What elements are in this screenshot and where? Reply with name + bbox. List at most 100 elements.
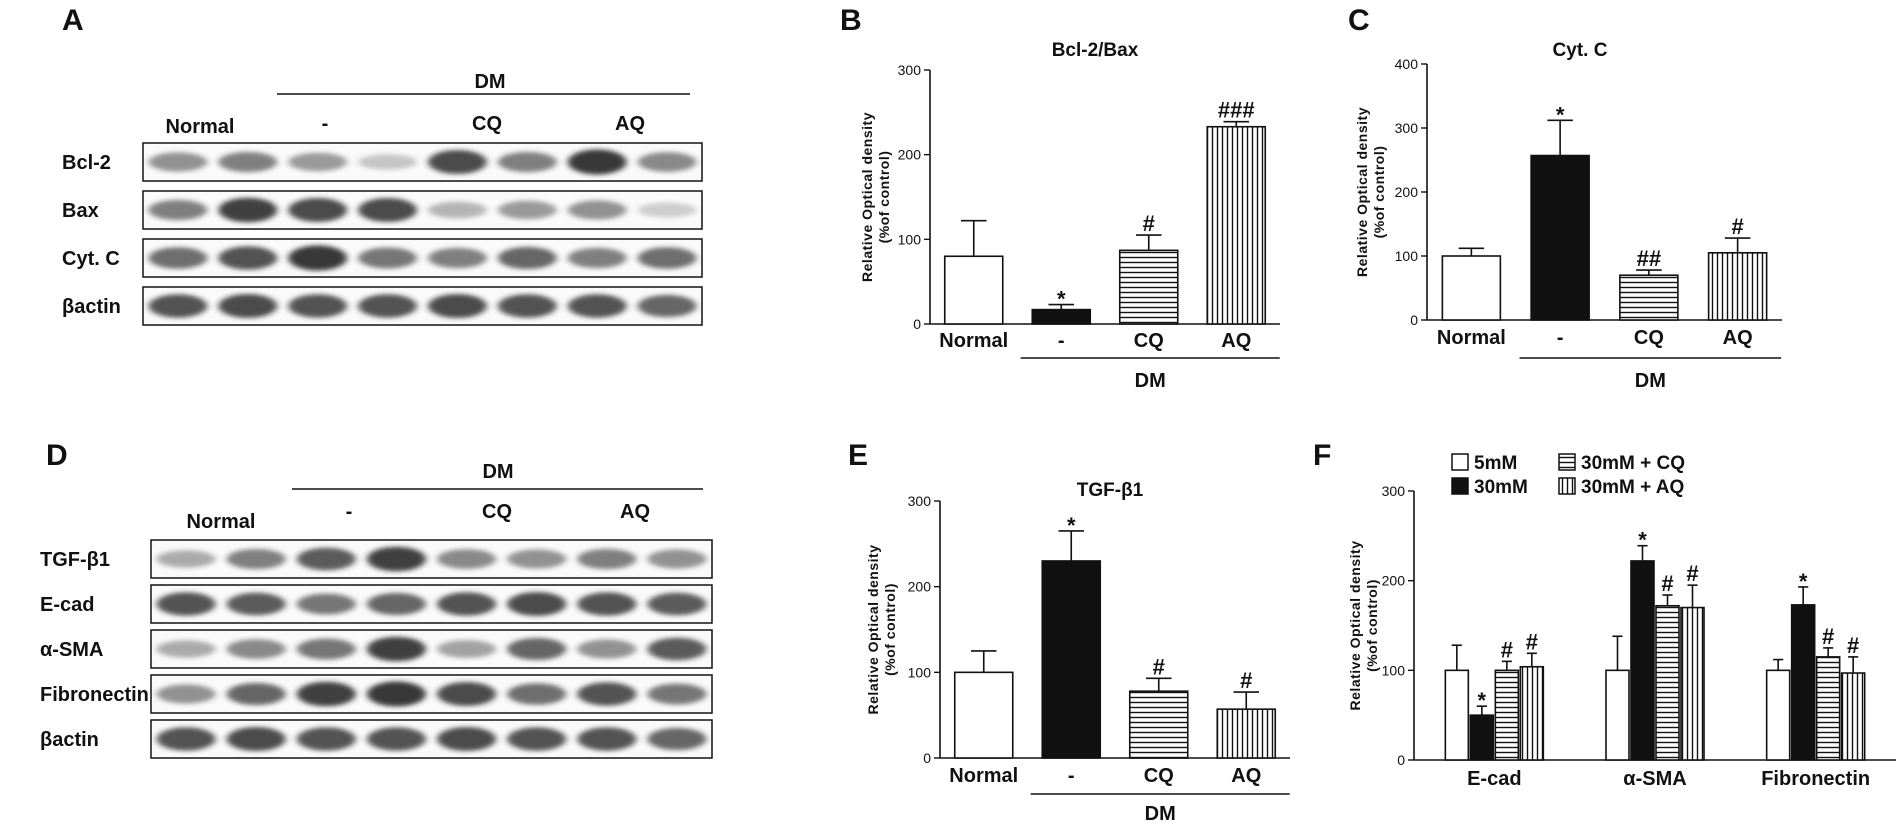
blot-band bbox=[296, 593, 356, 615]
blot-band bbox=[358, 197, 417, 223]
blot-band bbox=[226, 592, 286, 616]
chart-c-y-axis-label: Relative Optical density(%of control) bbox=[1354, 107, 1387, 277]
western-blot-d: DM Normal - CQ AQ TGF-β1 E-cad α-SMA Fibron… bbox=[40, 461, 713, 759]
blot-a-lane-label-aq: AQ bbox=[615, 113, 645, 135]
chart-b-y-tick-label: 300 bbox=[898, 62, 922, 78]
chart-f-y-axis-label: Relative Optical density(%of control) bbox=[1347, 541, 1380, 711]
chart-c-category-label: AQ bbox=[1723, 327, 1753, 349]
chart-b-y-axis-label: Relative Optical density(%of control) bbox=[859, 112, 892, 282]
blot-d-row-label: TGF-β1 bbox=[40, 549, 110, 571]
chart-f-y-tick-label: 100 bbox=[1382, 662, 1406, 678]
chart-e-bar-normal bbox=[953, 650, 1014, 759]
blot-band bbox=[366, 636, 426, 662]
bar bbox=[1041, 560, 1102, 759]
chart-c-y-tick-label: 200 bbox=[1395, 184, 1419, 200]
blot-band bbox=[156, 684, 216, 704]
legend-swatch bbox=[1451, 477, 1469, 495]
blot-band bbox=[567, 149, 627, 175]
blot-band bbox=[497, 294, 557, 318]
blot-band bbox=[288, 245, 348, 271]
significance-label: * bbox=[1799, 569, 1808, 594]
blot-d-row-label: E-cad bbox=[40, 594, 94, 616]
blot-band bbox=[647, 549, 707, 569]
blot-a-row-label: βactin bbox=[62, 296, 121, 318]
bar bbox=[1630, 560, 1655, 761]
blot-a-row-cyt-c: Cyt. C bbox=[62, 238, 703, 278]
chart-b-title: Bcl-2/Bax bbox=[1052, 40, 1139, 61]
legend-label: 30mM + CQ bbox=[1581, 453, 1685, 474]
blot-band bbox=[296, 547, 356, 571]
chart-c-y-tick-label: 300 bbox=[1395, 120, 1419, 136]
blot-band bbox=[366, 592, 426, 616]
blot-band bbox=[428, 149, 487, 175]
chart-f-y-tick-label: 300 bbox=[1382, 483, 1406, 499]
blot-band bbox=[437, 726, 497, 752]
legend-swatch bbox=[1558, 477, 1576, 495]
blot-band bbox=[156, 592, 216, 616]
chart-f-bar-e-cad-30mm-aq: # bbox=[1519, 629, 1545, 761]
chart-f-y-tick-label: 200 bbox=[1382, 573, 1406, 589]
chart-b-bar-aq: ### bbox=[1206, 98, 1267, 325]
blot-a-row-bcl-2: Bcl-2 bbox=[62, 142, 703, 182]
blot-band bbox=[428, 247, 487, 269]
chart-f-bar-e-cad-30mm: * bbox=[1469, 688, 1495, 761]
blot-band bbox=[148, 247, 208, 269]
significance-label: # bbox=[1847, 633, 1859, 658]
bar bbox=[1216, 708, 1277, 759]
chart-b-category-label: AQ bbox=[1221, 330, 1251, 352]
chart-f-category-label: Fibronectin bbox=[1761, 768, 1870, 790]
blot-band bbox=[637, 202, 697, 218]
chart-f-category-label: E-cad bbox=[1467, 768, 1521, 790]
bar bbox=[1206, 125, 1267, 325]
bar bbox=[1519, 665, 1545, 761]
blot-d-row-label: βactin bbox=[40, 729, 99, 751]
significance-label: * bbox=[1556, 102, 1565, 127]
panel-letter-c: C bbox=[1348, 4, 1370, 37]
bar bbox=[1530, 154, 1590, 321]
blot-band bbox=[288, 294, 348, 318]
blot-band bbox=[647, 727, 707, 751]
chart-b-category-label: - bbox=[1058, 330, 1065, 352]
blot-d-row-label: α-SMA bbox=[40, 639, 103, 661]
blot-band bbox=[567, 200, 627, 220]
legend-swatch bbox=[1451, 453, 1469, 471]
significance-label: # bbox=[1240, 668, 1252, 693]
western-blot-a: DM Normal - CQ AQ Bcl-2 Bax Cyt. C βactin bbox=[62, 71, 703, 326]
chart-e-y-tick-label: 0 bbox=[923, 750, 931, 766]
blot-band bbox=[437, 681, 497, 707]
bar bbox=[1619, 274, 1679, 321]
chart-c-y-tick-label: 0 bbox=[1410, 312, 1418, 328]
blot-a-group-label: DM bbox=[474, 71, 505, 93]
bar bbox=[1494, 669, 1520, 761]
chart-e-category-label: AQ bbox=[1231, 765, 1261, 787]
blot-band bbox=[647, 683, 707, 705]
chart-e-category-label: Normal bbox=[949, 765, 1018, 787]
chart-f-bar-e-cad-5mm bbox=[1444, 644, 1470, 761]
chart-b-category-label: Normal bbox=[939, 330, 1008, 352]
blot-band bbox=[507, 637, 567, 661]
blot-band bbox=[148, 294, 208, 318]
blot-a-row-bax: Bax bbox=[62, 190, 703, 230]
chart-b-group-label: DM bbox=[1135, 370, 1166, 392]
blot-band bbox=[507, 727, 567, 751]
significance-label: ### bbox=[1218, 98, 1255, 123]
blot-band bbox=[567, 247, 627, 269]
blot-d-group-label: DM bbox=[482, 461, 513, 483]
chart-f-bar-fibronectin-30mm: * bbox=[1790, 569, 1816, 761]
bar bbox=[943, 255, 1004, 325]
chart-f-bar-sma-5mm bbox=[1605, 635, 1630, 761]
blot-band bbox=[577, 682, 637, 706]
chart-e-bar-cq: # bbox=[1128, 654, 1189, 759]
chart-f-bar-sma-30mm-cq: # bbox=[1655, 571, 1680, 761]
significance-label: # bbox=[1822, 624, 1834, 649]
blot-band bbox=[296, 727, 356, 751]
blot-d-row-sma: α-SMA bbox=[40, 629, 713, 669]
significance-label: * bbox=[1478, 688, 1487, 713]
panel-letter-f: F bbox=[1313, 439, 1331, 472]
chart-b-category-label: CQ bbox=[1134, 330, 1164, 352]
chart-b-y-tick-label: 0 bbox=[913, 316, 921, 332]
blot-d-row-tgf-1: TGF-β1 bbox=[40, 539, 713, 579]
chart-e-y-tick-label: 100 bbox=[908, 664, 932, 680]
blot-a-row-actin: βactin bbox=[62, 286, 703, 326]
blot-band bbox=[428, 293, 487, 319]
